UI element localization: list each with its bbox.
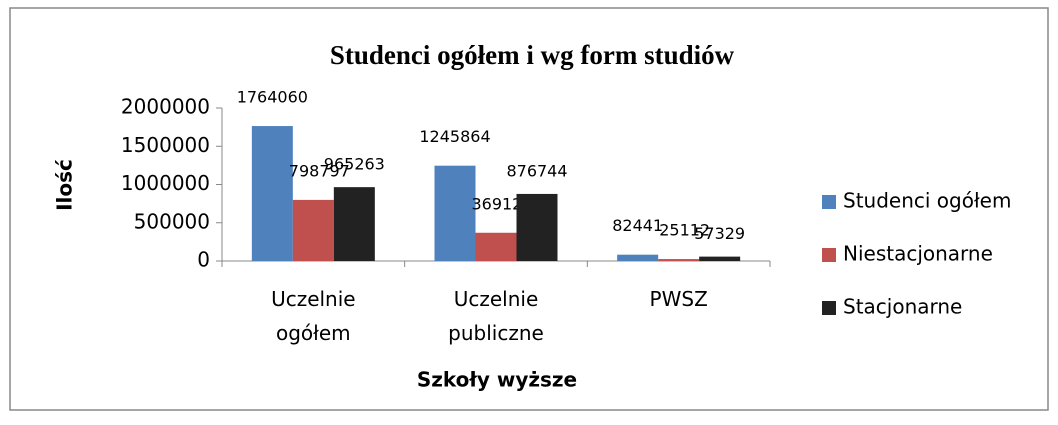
y-tick-label: 500000 xyxy=(134,209,210,233)
bar xyxy=(292,199,334,261)
bar xyxy=(617,254,659,261)
legend-swatch xyxy=(822,195,836,209)
chart-title: Studenci ogółem i wg form studiów xyxy=(330,40,735,70)
y-axis-label: Ilość xyxy=(53,159,77,211)
x-tick-label: PWSZ xyxy=(650,287,708,311)
bar xyxy=(434,165,476,261)
y-tick-label: 1000000 xyxy=(121,171,210,195)
bar xyxy=(475,232,517,261)
legend-label: Studenci ogółem xyxy=(843,189,1011,213)
value-label: 1245864 xyxy=(419,127,490,146)
x-tick-label: Uczelnie ogółem xyxy=(271,287,356,345)
value-label: 1764060 xyxy=(237,88,308,107)
bar xyxy=(251,126,293,261)
x-tick-label: Uczelnie publiczne xyxy=(448,287,544,345)
value-label: 82441 xyxy=(612,216,663,235)
bar xyxy=(699,256,741,261)
legend-swatch xyxy=(822,301,836,315)
value-label: 965263 xyxy=(324,155,385,174)
value-label: 25112 xyxy=(659,221,710,240)
legend-label: Niestacjonarne xyxy=(843,242,993,266)
y-tick-label: 1500000 xyxy=(121,133,210,157)
value-label: 876744 xyxy=(506,161,567,180)
y-tick-label: 0 xyxy=(197,248,210,272)
x-axis-label: Szkoły wyższe xyxy=(417,368,577,392)
value-label: 798797 xyxy=(289,161,350,180)
value-label: 57329 xyxy=(694,224,745,243)
bar xyxy=(516,193,558,261)
legend-label: Stacjonarne xyxy=(843,295,962,319)
bar xyxy=(333,187,375,261)
legend-swatch xyxy=(822,248,836,262)
y-tick-label: 2000000 xyxy=(121,95,210,119)
bar xyxy=(658,259,700,261)
